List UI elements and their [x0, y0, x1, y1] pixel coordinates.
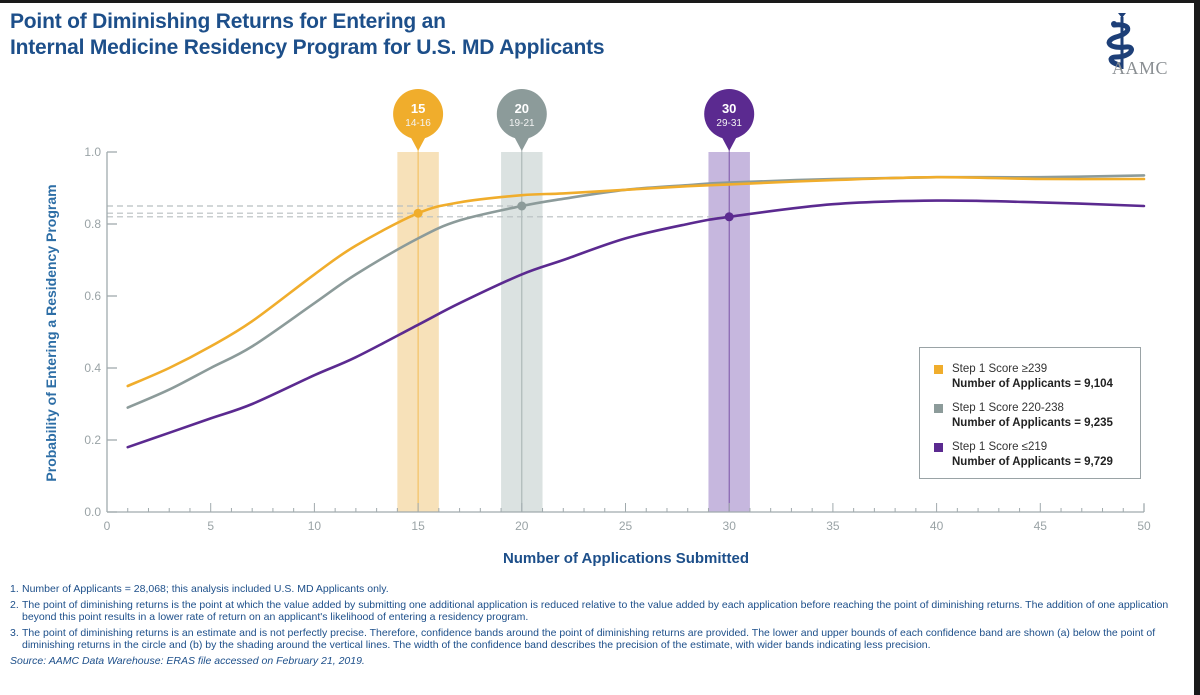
footnote-number: 1. — [10, 583, 19, 595]
diminishing-points — [413, 201, 734, 222]
pin-band-range: 19-21 — [509, 118, 535, 129]
footnote-number: 3. — [10, 626, 19, 639]
x-tick-label: 30 — [723, 519, 737, 533]
legend-swatch-purple — [934, 443, 943, 452]
y-tick-label: 0.8 — [84, 217, 101, 231]
x-axis-label: Number of Applications Submitted — [502, 550, 750, 567]
pin-value: 15 — [411, 101, 425, 116]
title-line-1: Point of Diminishing Returns for Enterin… — [10, 10, 446, 33]
legend: Step 1 Score ≥239 Number of Applicants =… — [919, 347, 1141, 479]
x-tick-label: 25 — [619, 519, 633, 533]
x-tick-label: 50 — [1137, 519, 1151, 533]
y-tick-label: 0.6 — [84, 289, 101, 303]
footnote: 2. The point of diminishing returns is t… — [10, 599, 1190, 624]
x-tick-label: 35 — [826, 519, 840, 533]
footnote-text: The point of diminishing returns is the … — [22, 598, 1169, 624]
y-tick-label: 0.0 — [84, 505, 101, 519]
pin-pointer — [721, 136, 738, 151]
legend-item-high: Step 1 Score ≥239 Number of Applicants =… — [934, 362, 1113, 392]
axes: 0.0 0.2 0.4 0.6 0.8 1.0 0 5 10 15 20 25 30 35 40 45 50 — [84, 145, 1151, 533]
series-lines — [126, 174, 1146, 449]
confidence-bands — [397, 146, 750, 512]
pin-circle — [393, 89, 444, 139]
line-chart: 0.0 0.2 0.4 0.6 0.8 1.0 0 5 10 15 20 25 30 35 40 45 50 1… — [84, 89, 1151, 533]
series-line — [126, 199, 1146, 449]
legend-swatch-gray — [934, 404, 943, 413]
y-tick-label: 1.0 — [84, 145, 101, 159]
x-tick-label: 10 — [308, 519, 322, 533]
legend-count: Number of Applicants = 9,729 — [952, 456, 1113, 468]
footnote-text: The point of diminishing returns is an e… — [22, 626, 1156, 652]
diminishing-point-marker — [724, 212, 734, 222]
title-line-2: Internal Medicine Residency Program for … — [10, 36, 605, 59]
footnote: 3. The point of diminishing returns is a… — [10, 627, 1190, 652]
footnote-number: 2. — [10, 598, 19, 611]
chart-title: Point of Diminishing Returns for Enterin… — [10, 9, 605, 61]
footnote: 1. Number of Applicants = 28,068; this a… — [10, 583, 1190, 596]
pin-pointer — [513, 136, 530, 151]
aamc-logo-text: AAMC — [1112, 58, 1169, 78]
legend-swatch-gold — [934, 365, 943, 374]
footnote-text: Number of Applicants = 28,068; this anal… — [22, 583, 389, 595]
x-tick-label: 15 — [411, 519, 425, 533]
legend-item-low: Step 1 Score ≤219 Number of Applicants =… — [934, 440, 1113, 470]
pin-value: 20 — [515, 101, 529, 116]
y-axis-label: Probability of Entering a Residency Prog… — [43, 184, 59, 482]
diminishing-point-marker — [517, 201, 527, 211]
caduceus-icon — [1106, 13, 1134, 69]
x-tick-label: 20 — [515, 519, 529, 533]
legend-label: Step 1 Score ≥239 — [952, 363, 1048, 375]
pin-band-range: 29-31 — [716, 118, 742, 129]
pin-value: 30 — [722, 101, 736, 116]
pin-circle — [496, 89, 547, 139]
legend-count: Number of Applicants = 9,235 — [952, 417, 1113, 429]
diminishing-pins: 15 14-16 20 19-21 30 29-31 — [393, 89, 755, 151]
diminishing-pin: 15 14-16 — [393, 89, 444, 151]
x-tick-label: 40 — [930, 519, 944, 533]
pin-band-range: 14-16 — [405, 118, 431, 129]
legend-label: Step 1 Score ≤219 — [952, 441, 1048, 453]
x-tick-label: 45 — [1034, 519, 1048, 533]
y-tick-label: 0.2 — [84, 433, 101, 447]
pin-circle — [704, 89, 755, 139]
legend-item-mid: Step 1 Score 220-238 Number of Applicant… — [934, 401, 1113, 431]
diminishing-pin: 30 29-31 — [704, 89, 755, 151]
y-tick-label: 0.4 — [84, 361, 101, 375]
x-tick-label: 5 — [207, 519, 214, 533]
pin-pointer — [410, 136, 427, 151]
legend-label: Step 1 Score 220-238 — [952, 402, 1064, 414]
diminishing-point-marker — [413, 208, 423, 218]
series-line — [126, 175, 1146, 388]
footnotes: 1. Number of Applicants = 28,068; this a… — [10, 583, 1190, 667]
source-note: Source: AAMC Data Warehouse: ERAS file a… — [10, 654, 365, 667]
diminishing-pin: 20 19-21 — [496, 89, 547, 151]
legend-count: Number of Applicants = 9,104 — [952, 378, 1113, 390]
infographic-page: Point of Diminishing Returns for Enterin… — [0, 3, 1194, 695]
x-tick-label: 0 — [104, 519, 111, 533]
